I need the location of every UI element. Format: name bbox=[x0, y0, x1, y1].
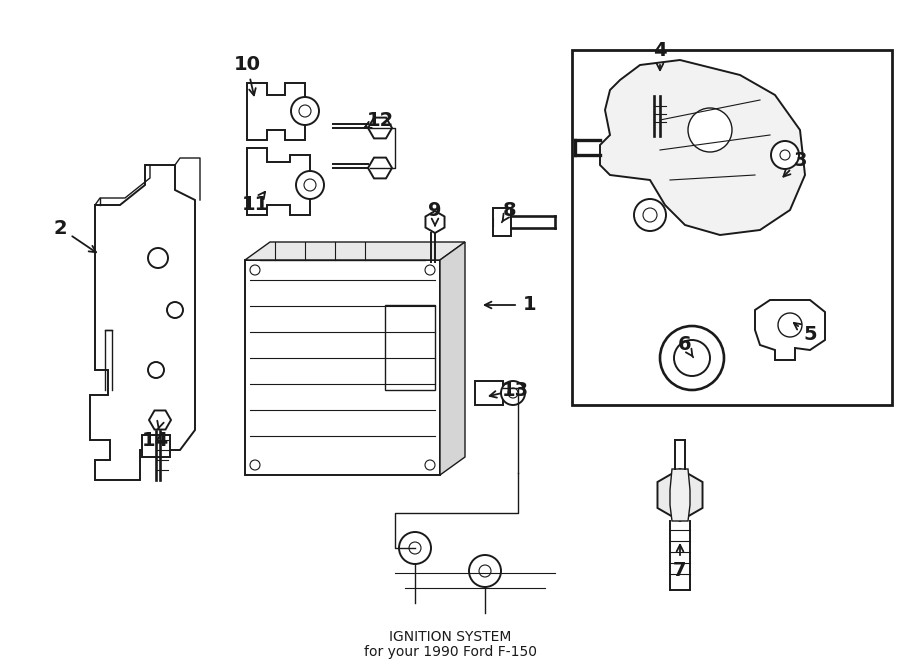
Text: 1: 1 bbox=[523, 295, 536, 314]
Text: 10: 10 bbox=[233, 56, 260, 75]
Text: IGNITION SYSTEM: IGNITION SYSTEM bbox=[389, 630, 511, 644]
Text: 14: 14 bbox=[141, 430, 168, 449]
Polygon shape bbox=[426, 211, 445, 233]
Polygon shape bbox=[440, 242, 465, 475]
Circle shape bbox=[778, 313, 802, 337]
Circle shape bbox=[469, 555, 501, 587]
Polygon shape bbox=[670, 469, 690, 521]
Circle shape bbox=[409, 542, 421, 554]
Text: 6: 6 bbox=[679, 336, 692, 354]
Circle shape bbox=[688, 108, 732, 152]
Polygon shape bbox=[755, 300, 825, 360]
Circle shape bbox=[148, 248, 168, 268]
Circle shape bbox=[780, 150, 790, 160]
Circle shape bbox=[399, 532, 431, 564]
Polygon shape bbox=[90, 165, 195, 480]
Circle shape bbox=[634, 199, 666, 231]
Circle shape bbox=[674, 340, 710, 376]
Circle shape bbox=[501, 381, 525, 405]
Text: 13: 13 bbox=[501, 381, 528, 399]
Polygon shape bbox=[600, 60, 805, 235]
Text: 2: 2 bbox=[53, 218, 67, 238]
Polygon shape bbox=[368, 158, 392, 178]
Circle shape bbox=[479, 565, 491, 577]
Text: 3: 3 bbox=[793, 150, 806, 169]
Polygon shape bbox=[247, 83, 305, 140]
Circle shape bbox=[299, 105, 311, 117]
Bar bbox=[475, 381, 503, 405]
Circle shape bbox=[508, 388, 518, 398]
Text: 9: 9 bbox=[428, 201, 442, 220]
Circle shape bbox=[304, 179, 316, 191]
Circle shape bbox=[148, 362, 164, 378]
Bar bbox=[245, 260, 440, 475]
Circle shape bbox=[296, 171, 324, 199]
Circle shape bbox=[167, 302, 183, 318]
Circle shape bbox=[643, 208, 657, 222]
Text: 4: 4 bbox=[653, 40, 667, 60]
Polygon shape bbox=[245, 242, 465, 260]
Bar bbox=[142, 435, 170, 457]
Text: for your 1990 Ford F-150: for your 1990 Ford F-150 bbox=[364, 645, 536, 659]
Polygon shape bbox=[149, 410, 171, 430]
Circle shape bbox=[291, 97, 319, 125]
Text: 5: 5 bbox=[803, 326, 817, 344]
Circle shape bbox=[250, 265, 260, 275]
Circle shape bbox=[660, 326, 724, 390]
Bar bbox=[493, 208, 511, 236]
Bar bbox=[572, 50, 892, 405]
Text: 8: 8 bbox=[503, 201, 517, 220]
Circle shape bbox=[771, 141, 799, 169]
Text: 11: 11 bbox=[241, 195, 268, 214]
Circle shape bbox=[425, 265, 435, 275]
Bar bbox=[385, 305, 435, 390]
Text: 7: 7 bbox=[673, 561, 687, 579]
Polygon shape bbox=[658, 469, 703, 521]
Polygon shape bbox=[368, 118, 392, 138]
Circle shape bbox=[250, 460, 260, 470]
Polygon shape bbox=[247, 148, 310, 215]
Polygon shape bbox=[646, 70, 674, 94]
Circle shape bbox=[425, 460, 435, 470]
Text: 12: 12 bbox=[366, 111, 393, 130]
